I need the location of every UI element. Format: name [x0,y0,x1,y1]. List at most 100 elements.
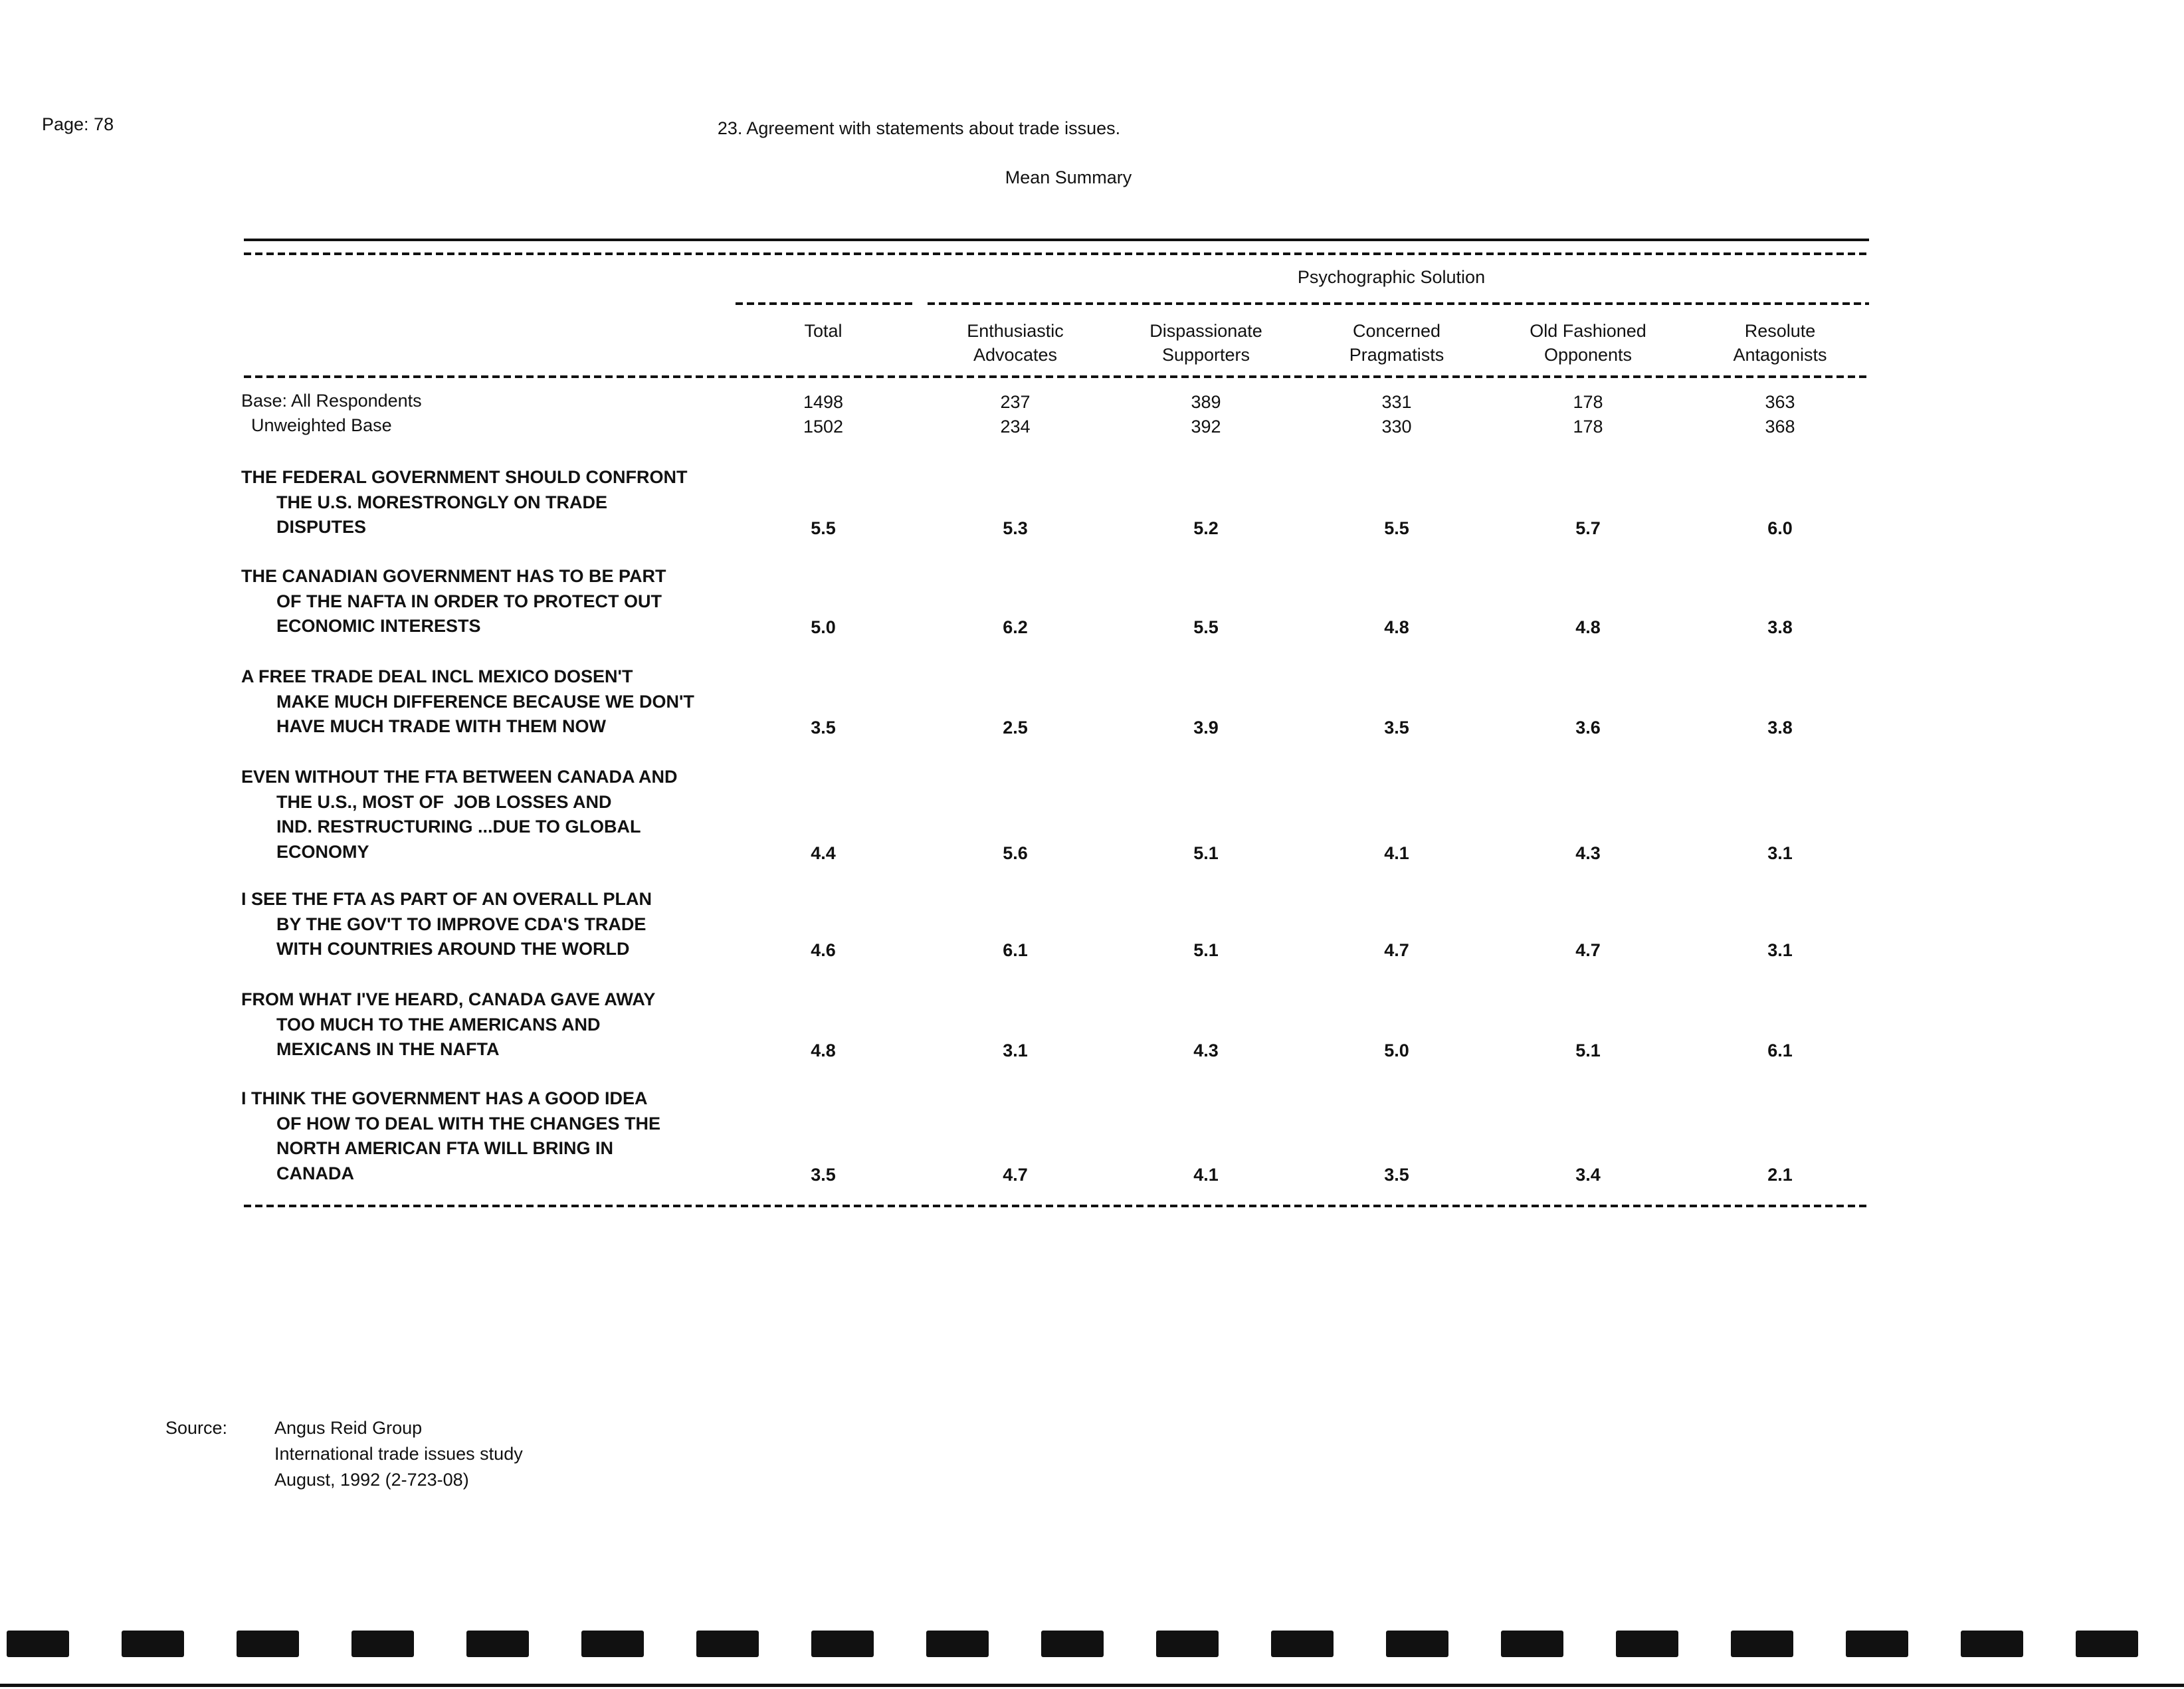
mean-value-cell: 3.6 [1575,718,1601,738]
registration-mark [811,1631,874,1657]
registration-mark [2076,1631,2138,1657]
statement-text-line: HAVE MUCH TRADE WITH THEM NOW [276,716,606,736]
statement-text-line: ECONOMY [276,841,369,862]
registration-mark [1041,1631,1104,1657]
group-underline [928,302,1869,305]
registration-mark [1501,1631,1563,1657]
base-count-cell: 368 [1765,417,1795,437]
statement-text-line: BY THE GOV'T TO IMPROVE CDA'S TRADE [276,914,646,934]
top-rule [244,239,1869,241]
statement-text-line: MAKE MUCH DIFFERENCE BECAUSE WE DON'T [276,691,694,712]
base-count-cell: 363 [1765,392,1795,412]
mean-value-cell: 3.1 [1767,940,1793,960]
base-row-label: Unweighted Base [241,415,392,435]
table-subtitle: Mean Summary [1005,167,1132,187]
table-title: 23. Agreement with statements about trad… [717,118,1121,138]
mean-value-cell: 4.6 [811,940,836,960]
base-count-cell: 331 [1381,392,1412,412]
statement-text-line: TOO MUCH TO THE AMERICANS AND [276,1014,601,1035]
statement-text-line: A FREE TRADE DEAL INCL MEXICO DOSEN'T [241,666,633,686]
mean-value-cell: 5.5 [811,518,836,538]
statement-text-line: MEXICANS IN THE NAFTA [276,1039,500,1059]
registration-mark [1156,1631,1219,1657]
mean-value-cell: 5.2 [1193,518,1219,538]
source-label: Source: [165,1418,228,1438]
mean-value-cell: 6.2 [1003,617,1028,637]
column-header-line2: Supporters [1161,345,1250,365]
base-count-cell: 237 [1000,392,1031,412]
mean-value-cell: 3.9 [1193,718,1219,738]
mean-value-cell: 5.6 [1003,843,1028,863]
group-header: Psychographic Solution [1297,267,1486,287]
column-header-line2: Advocates [973,345,1058,365]
registration-mark [466,1631,529,1657]
registration-mark [1846,1631,1908,1657]
statement-text-line: I SEE THE FTA AS PART OF AN OVERALL PLAN [241,889,652,909]
statement-text-line: THE CANADIAN GOVERNMENT HAS TO BE PART [241,566,666,586]
mean-value-cell: 2.1 [1767,1164,1793,1185]
statement-text-line: THE FEDERAL GOVERNMENT SHOULD CONFRONT [241,467,688,487]
column-header-line2: Antagonists [1733,345,1827,365]
mean-value-cell: 3.5 [1384,1164,1409,1185]
mean-value-cell: 5.1 [1193,843,1219,863]
column-header-line1: Old Fashioned [1530,321,1646,341]
base-count-cell: 392 [1191,417,1221,437]
statement-text-line: OF THE NAFTA IN ORDER TO PROTECT OUT [276,591,662,611]
base-count-cell: 389 [1191,392,1221,412]
column-header-line2: Opponents [1543,345,1633,365]
mean-value-cell: 3.1 [1767,843,1793,863]
base-count-cell: 178 [1573,417,1603,437]
registration-mark [581,1631,644,1657]
mean-value-cell: 4.4 [811,843,836,863]
base-count-cell: 234 [1000,417,1031,437]
top-dashed-rule [244,252,1869,255]
registration-mark [1616,1631,1678,1657]
mean-value-cell: 4.1 [1384,843,1409,863]
mean-value-cell: 5.3 [1003,518,1028,538]
mean-value-cell: 4.8 [1384,617,1409,637]
base-row-label: Base: All Respondents [241,391,422,411]
registration-mark [1271,1631,1334,1657]
mean-value-cell: 4.7 [1575,940,1601,960]
base-count-cell: 1502 [803,417,844,437]
statement-text-line: NORTH AMERICAN FTA WILL BRING IN [276,1138,613,1158]
statement-text-line: EVEN WITHOUT THE FTA BETWEEN CANADA AND [241,767,678,787]
mean-value-cell: 3.1 [1003,1041,1028,1060]
registration-mark [351,1631,414,1657]
mean-value-cell: 4.3 [1575,843,1601,863]
column-header-line1: Concerned [1352,321,1441,341]
statement-text-line: WITH COUNTRIES AROUND THE WORLD [276,939,630,959]
mean-value-cell: 4.7 [1003,1164,1028,1185]
mean-value-cell: 4.7 [1384,940,1409,960]
mean-value-cell: 3.8 [1767,718,1793,738]
mean-value-cell: 3.5 [1384,718,1409,738]
column-header-line1: Enthusiastic [967,321,1064,341]
total-underline [736,302,914,305]
registration-mark [237,1631,299,1657]
table-bottom-rule [244,1205,1869,1207]
mean-value-cell: 3.4 [1575,1164,1601,1185]
mean-value-cell: 5.1 [1575,1041,1601,1060]
registration-mark [696,1631,759,1657]
mean-value-cell: 4.1 [1193,1164,1219,1185]
mean-value-cell: 5.5 [1193,617,1219,637]
mean-value-cell: 5.0 [811,617,836,637]
mean-value-cell: 4.8 [1575,617,1601,637]
page-number: Page: 78 [42,114,114,134]
column-header-line2: Pragmatists [1349,345,1444,365]
base-count-cell: 178 [1573,392,1603,412]
statement-text-line: THE U.S. MORESTRONGLY ON TRADE [276,492,608,512]
source-line-3: August, 1992 (2-723-08) [274,1470,469,1490]
mean-value-cell: 5.0 [1384,1041,1409,1060]
column-header-line1: Dispassionate [1149,321,1262,341]
mean-value-cell: 5.7 [1575,518,1601,538]
column-header-line1: Total [804,321,843,341]
base-count-cell: 330 [1381,417,1412,437]
base-count-cell: 1498 [803,392,844,412]
statement-text-line: CANADA [276,1163,354,1183]
column-header-line1: Resolute [1744,321,1816,341]
mean-value-cell: 5.1 [1193,940,1219,960]
mean-value-cell: 3.5 [811,1164,836,1185]
header-bottom-rule [244,375,1869,378]
mean-value-cell: 3.8 [1767,617,1793,637]
